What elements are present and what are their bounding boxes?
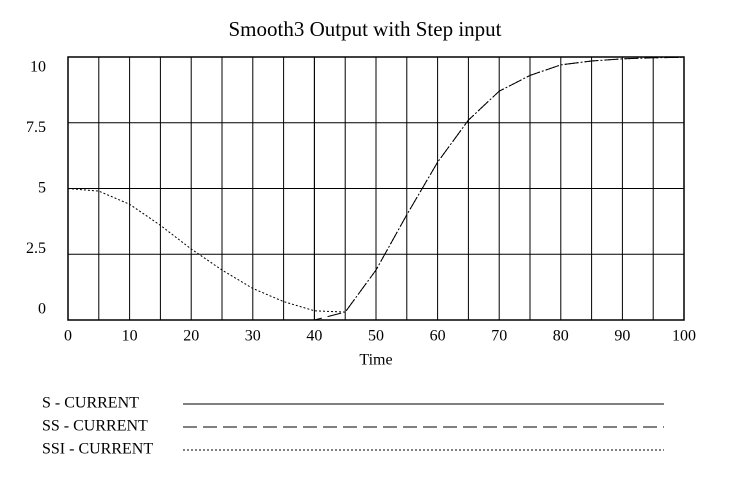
series-line: [67, 56, 685, 313]
y-tick-label: 0: [38, 301, 46, 318]
legend-label: S - CURRENT: [42, 395, 139, 412]
y-tick-label: 7.5: [26, 119, 46, 136]
y-tick-label: 5: [38, 180, 46, 197]
series-line: [68, 56, 685, 321]
x-tick-label: 70: [491, 328, 507, 345]
x-tick-label: 0: [64, 328, 72, 345]
x-tick-label: 80: [553, 328, 569, 345]
x-tick-label: 40: [306, 328, 322, 345]
y-tick-label: 10: [30, 59, 46, 76]
x-tick-label: 90: [614, 328, 630, 345]
x-tick-label: 60: [430, 328, 446, 345]
x-tick-label: 100: [672, 328, 696, 345]
chart-title: Smooth3 Output with Step input: [228, 17, 501, 41]
y-tick-label: 2.5: [26, 240, 46, 257]
x-tick-label: 30: [245, 328, 261, 345]
legend-label: SSI - CURRENT: [42, 441, 153, 458]
x-tick-label: 20: [183, 328, 199, 345]
x-axis-label: Time: [359, 352, 392, 369]
x-tick-label: 10: [122, 328, 138, 345]
x-tick-label: 50: [368, 328, 384, 345]
legend-label: SS - CURRENT: [42, 418, 148, 435]
